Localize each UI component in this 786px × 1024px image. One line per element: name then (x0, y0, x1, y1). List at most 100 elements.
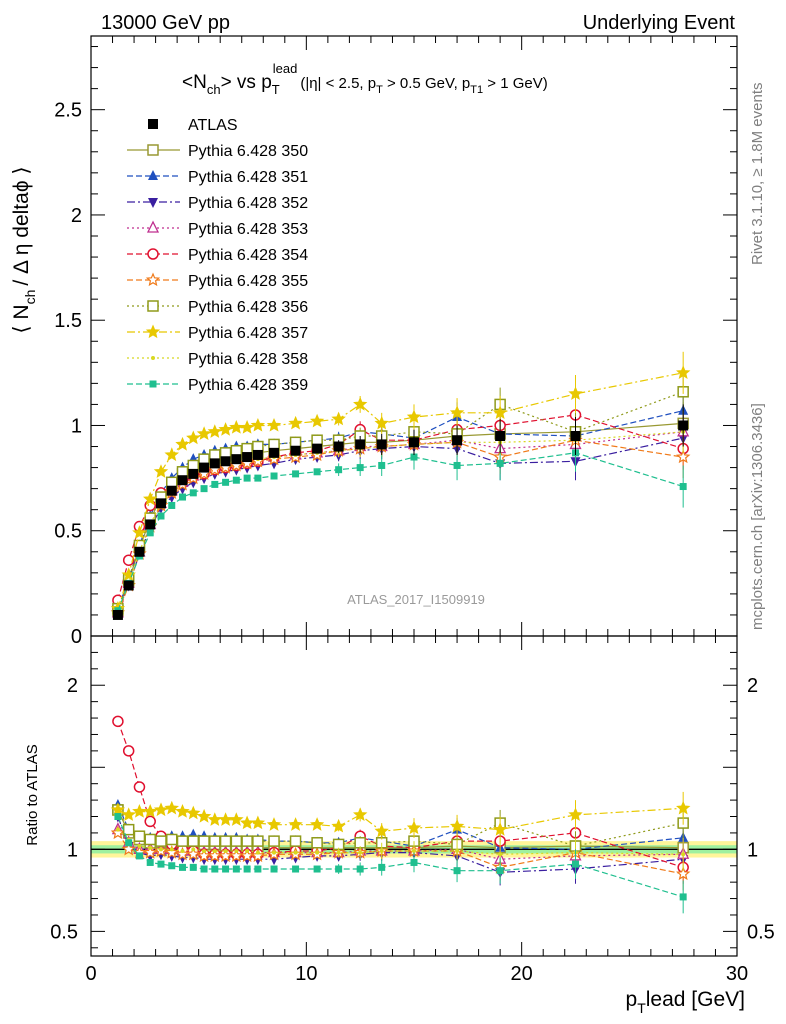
main-point-ATLAS (155, 498, 166, 509)
main-point-ATLAS (570, 431, 581, 441)
ratio-point-358 (158, 847, 163, 852)
ratio-y-tick-label-right: 0.5 (747, 921, 775, 943)
axis-ticks: 0 10 20 30 0 0.5 1 1.5 2 2.5 0.5 0.5 1 1 2 2 (50, 36, 775, 985)
ratio-point-358 (336, 850, 341, 855)
legend-marker (151, 356, 155, 360)
ratio-point-358 (137, 844, 142, 849)
main-series-ATLAS (112, 404, 689, 620)
ratio-point-354 (144, 815, 156, 828)
ratio-point-359 (125, 839, 133, 847)
ratio-point-358 (169, 847, 174, 852)
ratio-point-358 (245, 848, 250, 853)
x-tick-label: 10 (295, 963, 317, 985)
ratio-point-359 (335, 865, 343, 873)
main-point-ATLAS (112, 609, 123, 620)
ratio-point-354 (122, 745, 135, 757)
ratio-point-355 (121, 841, 136, 856)
legend-marker (147, 300, 159, 312)
legend-entry-355: Pythia 6.428 355 (127, 272, 308, 290)
ratio-point-357 (164, 800, 180, 815)
ratio-point-357 (239, 815, 255, 830)
ratio-point-359 (189, 863, 197, 871)
main-point-357 (331, 411, 346, 426)
main-point-359 (168, 501, 176, 509)
legend-marker (145, 272, 161, 287)
ratio-point-357 (121, 807, 136, 821)
main-point-ATLAS (355, 439, 366, 450)
ratio-point-358 (212, 848, 217, 853)
main-point-357 (143, 491, 158, 506)
ratio-point-359 (496, 867, 504, 875)
main-point-357 (164, 447, 180, 462)
main-y-tick-label: 2 (71, 205, 82, 227)
legend-entry-350: Pythia 6.428 350 (127, 143, 308, 160)
ratio-point-356 (311, 837, 323, 849)
main-point-ATLAS (231, 454, 242, 465)
main-point-ATLAS (678, 420, 689, 431)
main-point-ATLAS (290, 445, 301, 456)
ratio-series-359 (114, 813, 687, 914)
ratio-point-357 (186, 805, 201, 820)
ratio-point-356 (133, 830, 146, 842)
ratio-point-356 (289, 835, 302, 847)
main-point-359 (378, 461, 386, 469)
ratio-point-359 (254, 865, 262, 873)
main-point-359 (222, 478, 230, 486)
main-point-ATLAS (134, 546, 145, 557)
main-series-357 (110, 351, 691, 615)
ratio-point-358 (202, 848, 207, 853)
ratio-y-tick-label: 1 (67, 839, 78, 861)
ratio-point-359 (378, 863, 386, 871)
legend-marker (147, 248, 159, 260)
main-series-359 (114, 433, 687, 615)
legend-marker (146, 220, 160, 233)
main-series-group (110, 351, 691, 620)
ratio-point-359 (270, 865, 278, 873)
ratio-point-357 (492, 822, 508, 836)
main-point-359 (292, 470, 300, 478)
ratio-point-357 (143, 804, 158, 818)
main-y-tick-label: 1.5 (54, 310, 82, 332)
ratio-point-358 (498, 852, 503, 857)
ratio-point-358 (681, 852, 686, 857)
legend-entry-353: Pythia 6.428 353 (127, 220, 308, 238)
ratio-point-357 (288, 817, 303, 831)
ratio-point-355 (143, 845, 158, 859)
ratio-point-356 (155, 835, 167, 847)
ratio-point-359 (679, 893, 687, 901)
ratio-point-359 (114, 813, 122, 821)
ratio-point-356 (241, 835, 253, 847)
ratio-point-357 (568, 807, 583, 821)
legend-entry-358: Pythia 6.428 358 (127, 351, 308, 368)
main-point-359 (254, 474, 262, 482)
ratio-point-355 (110, 825, 126, 840)
legend-label: Pythia 6.428 353 (188, 221, 308, 238)
main-point-357 (449, 405, 465, 420)
ratio-point-357 (218, 812, 233, 826)
main-point-357 (218, 422, 233, 436)
legend-entry-359: Pythia 6.428 359 (127, 377, 308, 394)
legend: ATLAS Pythia 6.428 350 Pythia 6.428 351 Pyt… (127, 117, 308, 394)
main-y-tick-label: 0.5 (54, 521, 82, 543)
legend-label: Pythia 6.428 351 (188, 169, 308, 186)
main-point-357 (568, 386, 583, 400)
main-point-357 (676, 365, 691, 380)
legend-entry-357: Pythia 6.428 357 (127, 324, 308, 342)
ratio-point-359 (572, 860, 579, 868)
legend-entry-352: Pythia 6.428 352 (127, 195, 308, 212)
ratio-point-357 (196, 808, 212, 823)
legend-label: Pythia 6.428 354 (188, 247, 308, 264)
main-point-ATLAS (209, 458, 220, 469)
main-point-359 (496, 459, 504, 467)
main-point-ATLAS (199, 462, 210, 473)
ratio-point-357 (374, 823, 389, 838)
ratio-point-359 (356, 865, 364, 873)
ratio-point-354 (112, 715, 124, 728)
main-point-ATLAS (333, 441, 344, 452)
ratio-point-358 (455, 848, 460, 853)
ratio-point-358 (180, 848, 185, 853)
ratio-point-358 (255, 850, 260, 855)
main-point-ATLAS (252, 449, 263, 460)
ratio-point-357 (449, 818, 465, 833)
legend-label: Pythia 6.428 356 (188, 299, 308, 316)
